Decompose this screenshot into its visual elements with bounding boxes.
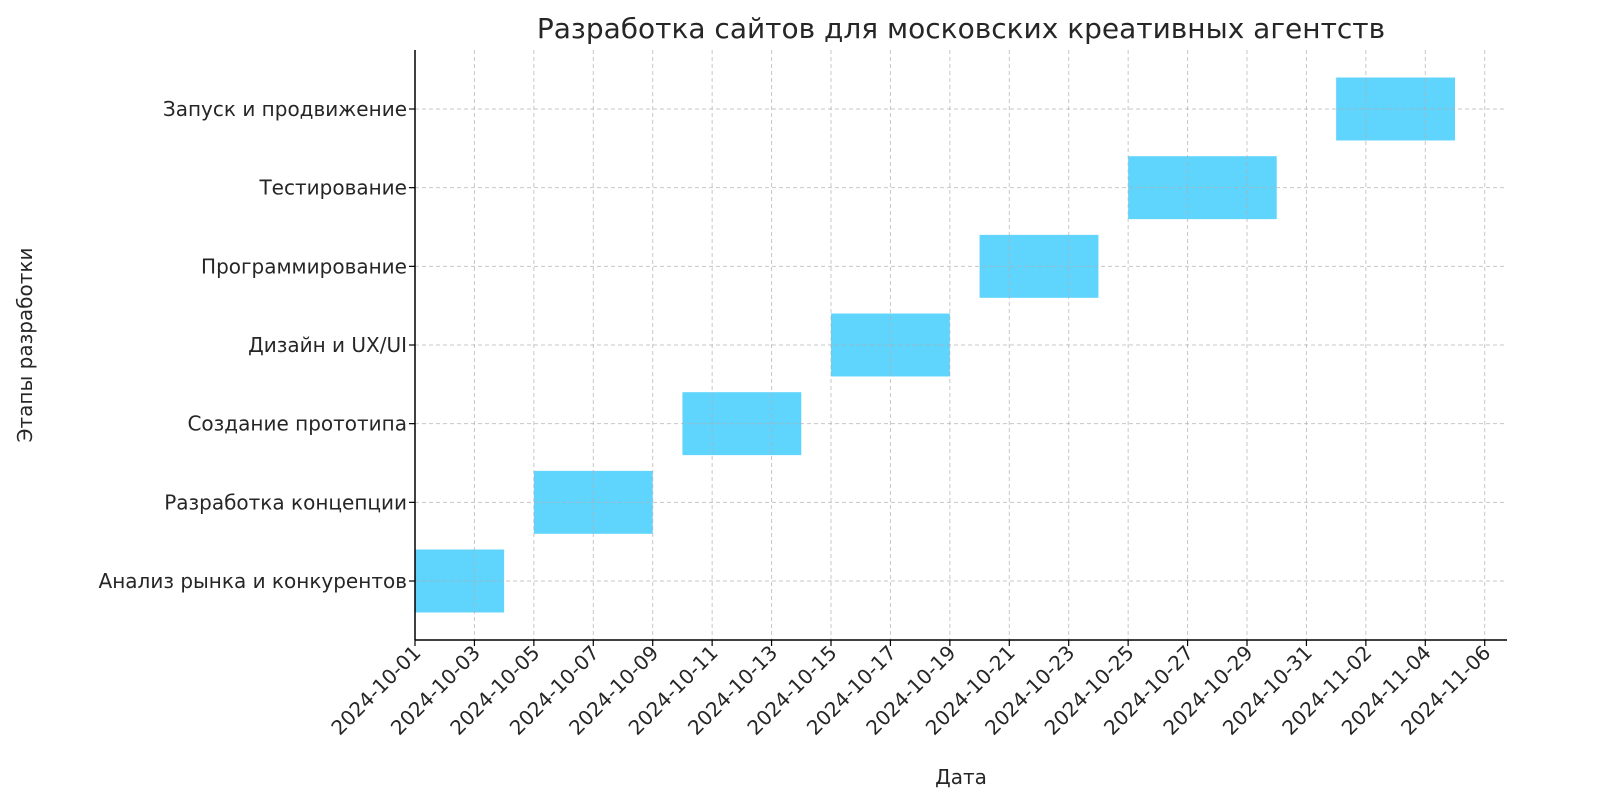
y-tick-label: Программирование (201, 254, 407, 278)
y-tick-label: Дизайн и UX/UI (248, 333, 407, 357)
chart-title: Разработка сайтов для московских креатив… (537, 12, 1385, 45)
y-tick-label: Создание прототипа (187, 412, 407, 436)
y-tick-label: Разработка концепции (164, 490, 407, 514)
y-tick-label: Тестирование (258, 176, 407, 200)
task-bar (682, 392, 802, 456)
y-axis-label: Этапы разработки (13, 248, 37, 443)
y-tick-label: Запуск и продвижение (163, 97, 407, 121)
y-tick-label: Анализ рынка и конкурентов (99, 569, 407, 593)
x-axis-label: Дата (935, 765, 987, 789)
